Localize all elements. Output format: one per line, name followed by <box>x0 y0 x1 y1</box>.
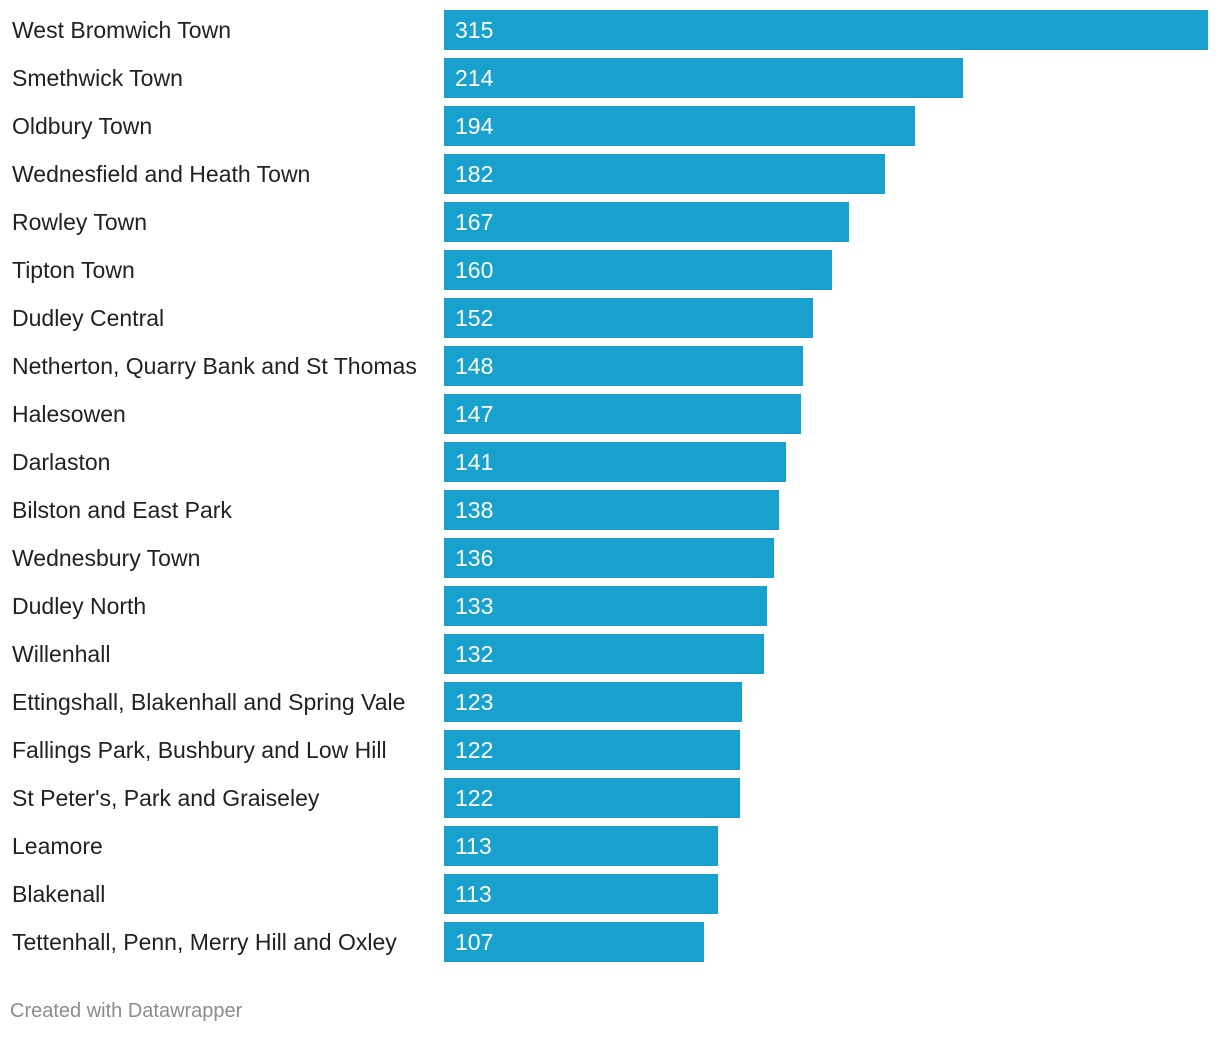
category-label: Rowley Town <box>12 209 148 235</box>
category-label: Fallings Park, Bushbury and Low Hill <box>12 737 387 763</box>
value-label: 315 <box>455 17 494 43</box>
bar <box>444 730 740 770</box>
category-label: Halesowen <box>12 401 126 427</box>
category-label: Bilston and East Park <box>12 497 232 523</box>
bar-row: Fallings Park, Bushbury and Low Hill 122 <box>0 730 1220 770</box>
bar <box>444 682 742 722</box>
category-label: Dudley Central <box>12 305 165 331</box>
bar-row: Wednesfield and Heath Town 182 <box>0 154 1220 194</box>
bar <box>444 10 1208 50</box>
bar-row: Blakenall 113 <box>0 874 1220 914</box>
bar <box>444 106 915 146</box>
bar <box>444 442 786 482</box>
category-label: Tettenhall, Penn, Merry Hill and Oxley <box>12 929 397 955</box>
value-label: 141 <box>455 449 494 475</box>
bar-row: Halesowen 147 <box>0 394 1220 434</box>
category-label: Blakenall <box>12 881 106 907</box>
value-label: 123 <box>455 689 494 715</box>
category-label: Netherton, Quarry Bank and St Thomas <box>12 353 417 379</box>
value-label: 147 <box>455 401 494 427</box>
bar-row: Wednesbury Town 136 <box>0 538 1220 578</box>
bar <box>444 874 718 914</box>
bar-row: Willenhall 132 <box>0 634 1220 674</box>
bar <box>444 490 779 530</box>
bar <box>444 922 704 962</box>
bar-row: Tettenhall, Penn, Merry Hill and Oxley 10… <box>0 922 1220 962</box>
bar-row: Oldbury Town 194 <box>0 106 1220 146</box>
bar <box>444 154 885 194</box>
category-label: Leamore <box>12 833 103 859</box>
category-label: Wednesbury Town <box>12 545 201 571</box>
category-label: Darlaston <box>12 449 111 475</box>
bar-row: West Bromwich Town 315 <box>0 10 1220 50</box>
bar-row: Darlaston 141 <box>0 442 1220 482</box>
value-label: 152 <box>455 305 494 331</box>
bar <box>444 202 849 242</box>
bar-row: Netherton, Quarry Bank and St Thomas 148 <box>0 346 1220 386</box>
value-label: 107 <box>455 929 494 955</box>
value-label: 132 <box>455 641 494 667</box>
credit-footer[interactable]: Created with Datawrapper <box>10 1000 243 1022</box>
bar <box>444 58 963 98</box>
category-label: Wednesfield and Heath Town <box>12 161 311 187</box>
category-label: Dudley North <box>12 593 147 619</box>
bar <box>444 634 764 674</box>
value-label: 167 <box>455 209 494 235</box>
value-label: 133 <box>455 593 494 619</box>
value-label: 160 <box>455 257 494 283</box>
bar <box>444 394 801 434</box>
bar <box>444 250 832 290</box>
bar-row: Ettingshall, Blakenhall and Spring Vale 1… <box>0 682 1220 722</box>
value-label: 113 <box>455 881 492 907</box>
bar-row: Tipton Town 160 <box>0 250 1220 290</box>
category-label: Tipton Town <box>12 257 135 283</box>
bar-chart: West Bromwich Town 315 Smethwick Town 214 Ol… <box>0 10 1220 962</box>
bar-row: Smethwick Town 214 <box>0 58 1220 98</box>
bar <box>444 346 803 386</box>
value-label: 182 <box>455 161 494 187</box>
bar <box>444 538 774 578</box>
bar <box>444 826 718 866</box>
value-label: 194 <box>455 113 494 139</box>
value-label: 138 <box>455 497 494 523</box>
bar <box>444 298 813 338</box>
category-label: Smethwick Town <box>12 65 183 91</box>
bar-row: Dudley Central 152 <box>0 298 1220 338</box>
bar-row: Bilston and East Park 138 <box>0 490 1220 530</box>
bar-row: Dudley North 133 <box>0 586 1220 626</box>
value-label: 214 <box>455 65 494 91</box>
value-label: 113 <box>455 833 492 859</box>
category-label: Oldbury Town <box>12 113 153 139</box>
value-label: 122 <box>455 737 494 763</box>
value-label: 122 <box>455 785 494 811</box>
category-label: Ettingshall, Blakenhall and Spring Vale <box>12 689 406 715</box>
bar-row: St Peter's, Park and Graiseley 122 <box>0 778 1220 818</box>
category-label: Willenhall <box>12 641 111 667</box>
value-label: 136 <box>455 545 494 571</box>
category-label: St Peter's, Park and Graiseley <box>12 785 320 811</box>
bar <box>444 778 740 818</box>
category-label: West Bromwich Town <box>12 17 231 43</box>
value-label: 148 <box>455 353 494 379</box>
bar-row: Leamore 113 <box>0 826 1220 866</box>
bar <box>444 586 767 626</box>
bar-row: Rowley Town 167 <box>0 202 1220 242</box>
